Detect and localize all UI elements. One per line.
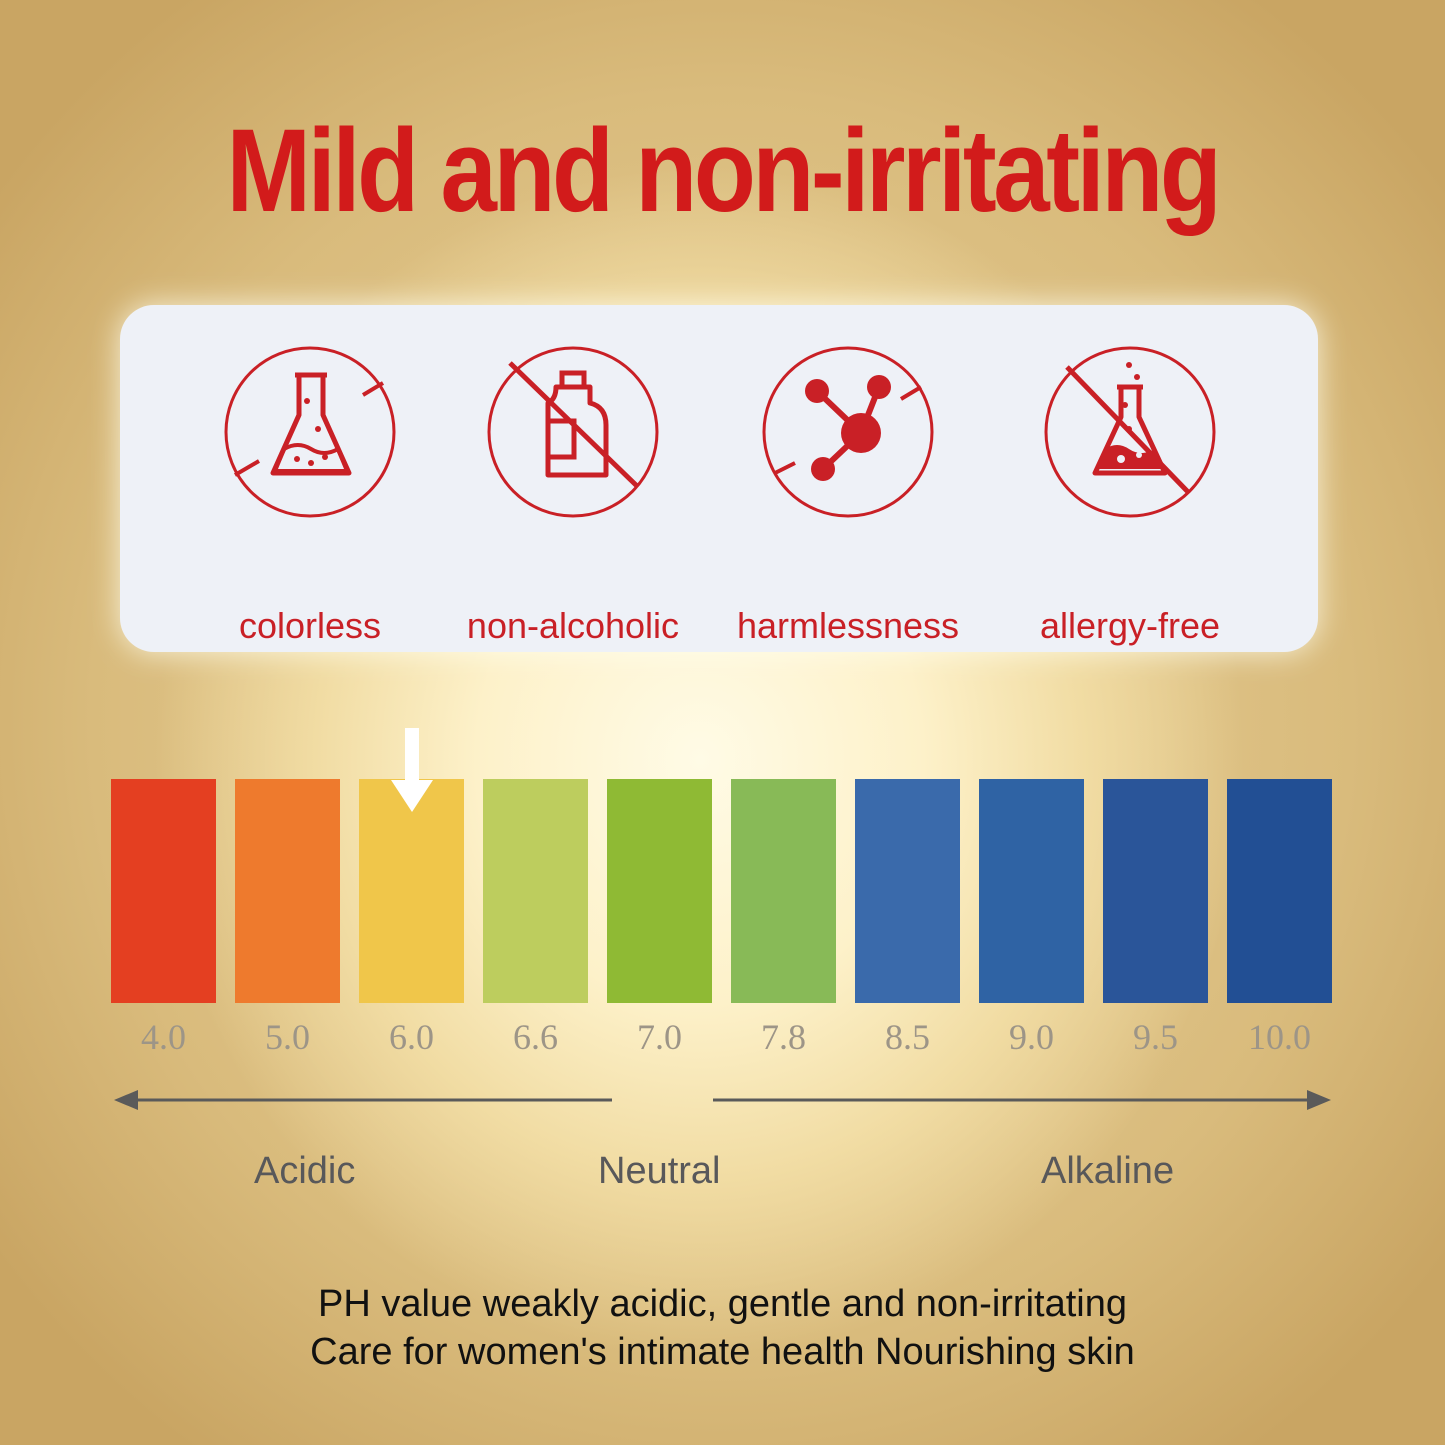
feature-label: harmlessness: [736, 605, 960, 646]
no-chemical-flask-icon: [1044, 346, 1216, 518]
ph-color-block: [607, 779, 712, 1003]
ph-color-block: [731, 779, 836, 1003]
ph-color-block: [111, 779, 216, 1003]
feature-allergy-free: allergy-free: [1010, 345, 1250, 646]
ph-value-label: 6.6: [513, 1017, 558, 1057]
acidic-arrow: [114, 1090, 612, 1110]
ph-color-block: [1103, 779, 1208, 1003]
ph-value-label: 5.0: [265, 1017, 310, 1057]
feature-colorless: colorless: [190, 345, 430, 646]
ph-value-label: 10.0: [1248, 1017, 1311, 1057]
ph-color-block: [1227, 779, 1332, 1003]
no-alcohol-bottle-icon: [487, 346, 659, 518]
neutral-label: Neutral: [598, 1150, 721, 1192]
feature-label: colorless: [238, 605, 382, 646]
feature-non-alcoholic: non-alcoholic: [453, 345, 693, 646]
ph-value-label: 9.0: [1009, 1017, 1054, 1057]
feature-label: non-alcoholic: [466, 605, 680, 646]
ph-color-block: [855, 779, 960, 1003]
caption-line-1: PH value weakly acidic, gentle and non-i…: [318, 1283, 1127, 1325]
flask-icon: [224, 346, 396, 518]
features-panel: colorless non-alcoholic harmlessness: [120, 305, 1318, 652]
feature-harmlessness: harmlessness: [728, 345, 968, 646]
ph-color-block: [979, 779, 1084, 1003]
ph-value-label: 6.0: [389, 1017, 434, 1057]
caption-line-2: Care for women's intimate health Nourish…: [310, 1331, 1135, 1373]
acidic-label: Acidic: [254, 1150, 356, 1192]
headline: Mild and non-irritating: [226, 105, 1222, 237]
feature-label: allergy-free: [1039, 605, 1221, 646]
molecule-icon: [762, 346, 934, 518]
arrow-down-icon: [390, 728, 433, 812]
ph-value-label: 7.8: [761, 1017, 806, 1057]
ph-color-block: [483, 779, 588, 1003]
alkaline-arrow: [713, 1090, 1331, 1110]
ph-value-label: 8.5: [885, 1017, 930, 1057]
ph-value-label: 4.0: [141, 1017, 186, 1057]
ph-value-label: 9.5: [1133, 1017, 1178, 1057]
ph-color-block: [359, 779, 464, 1003]
ph-color-block: [235, 779, 340, 1003]
alkaline-label: Alkaline: [1041, 1150, 1175, 1192]
ph-value-label: 7.0: [637, 1017, 682, 1057]
